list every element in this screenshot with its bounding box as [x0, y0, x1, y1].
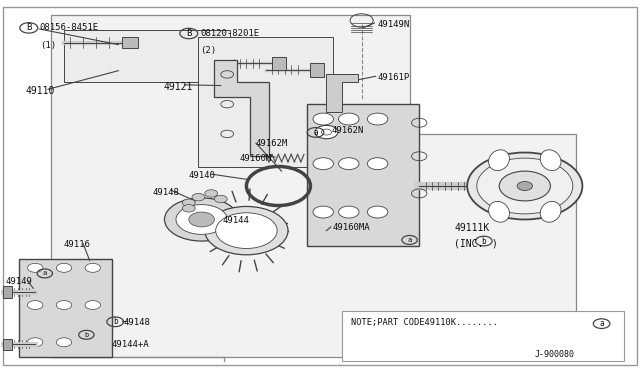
Ellipse shape: [164, 198, 239, 241]
Text: a: a: [43, 270, 47, 276]
Ellipse shape: [189, 212, 214, 227]
Text: (INC.: (INC.: [454, 238, 484, 248]
Text: 49111K: 49111K: [454, 223, 490, 233]
Ellipse shape: [28, 338, 43, 347]
Ellipse shape: [216, 213, 277, 248]
Ellipse shape: [85, 301, 100, 310]
Text: 49110: 49110: [26, 86, 55, 96]
Polygon shape: [51, 15, 576, 357]
Text: 49148: 49148: [152, 188, 179, 197]
Text: 49160M: 49160M: [240, 154, 272, 163]
Ellipse shape: [488, 201, 509, 222]
Text: 49140: 49140: [189, 171, 216, 180]
Ellipse shape: [540, 150, 561, 171]
Text: 49148: 49148: [124, 318, 150, 327]
Ellipse shape: [477, 158, 573, 214]
Text: a: a: [599, 319, 604, 328]
Ellipse shape: [467, 153, 582, 219]
FancyBboxPatch shape: [272, 57, 286, 70]
Text: 49121: 49121: [163, 82, 193, 92]
Text: 08120-8201E: 08120-8201E: [200, 29, 259, 38]
FancyBboxPatch shape: [307, 104, 419, 246]
Text: (1): (1): [40, 41, 56, 50]
Text: 49162M: 49162M: [256, 140, 288, 148]
Polygon shape: [198, 37, 333, 167]
Text: 49144+A: 49144+A: [112, 340, 150, 349]
Text: 49149: 49149: [5, 277, 32, 286]
Text: 49161P: 49161P: [378, 73, 410, 81]
Ellipse shape: [28, 301, 43, 310]
Ellipse shape: [499, 171, 550, 201]
FancyBboxPatch shape: [3, 286, 12, 298]
Text: 08156-8451E: 08156-8451E: [40, 23, 99, 32]
Ellipse shape: [367, 206, 388, 218]
Text: B: B: [186, 29, 191, 38]
Polygon shape: [64, 30, 230, 82]
Ellipse shape: [205, 206, 288, 255]
Ellipse shape: [540, 201, 561, 222]
Text: 49144: 49144: [223, 216, 250, 225]
Ellipse shape: [367, 158, 388, 170]
Ellipse shape: [182, 199, 195, 206]
Text: (2): (2): [200, 46, 216, 55]
Text: J-900080: J-900080: [534, 350, 575, 359]
FancyBboxPatch shape: [342, 311, 624, 361]
Ellipse shape: [315, 125, 338, 139]
Text: 49162N: 49162N: [332, 126, 364, 135]
Text: a: a: [408, 237, 412, 243]
FancyBboxPatch shape: [3, 339, 12, 350]
Text: b: b: [481, 237, 486, 246]
Ellipse shape: [176, 205, 227, 234]
FancyBboxPatch shape: [310, 63, 324, 77]
Ellipse shape: [517, 182, 532, 190]
Text: NOTE;PART CODE49110K........: NOTE;PART CODE49110K........: [351, 318, 498, 327]
Ellipse shape: [313, 113, 333, 125]
FancyBboxPatch shape: [3, 7, 637, 365]
Ellipse shape: [28, 263, 43, 272]
Ellipse shape: [313, 158, 333, 170]
Ellipse shape: [56, 263, 72, 272]
FancyBboxPatch shape: [19, 259, 112, 357]
Ellipse shape: [56, 301, 72, 310]
Text: a: a: [313, 128, 318, 137]
Ellipse shape: [339, 206, 359, 218]
Text: ): ): [492, 238, 497, 248]
Text: 49160MA: 49160MA: [333, 223, 371, 232]
Ellipse shape: [488, 150, 509, 171]
Polygon shape: [214, 60, 269, 156]
Polygon shape: [326, 74, 358, 112]
Text: B: B: [26, 23, 31, 32]
Ellipse shape: [339, 113, 359, 125]
Text: 49116: 49116: [64, 240, 91, 249]
Ellipse shape: [192, 193, 205, 201]
Text: b: b: [84, 332, 88, 338]
Ellipse shape: [56, 338, 72, 347]
Ellipse shape: [214, 195, 227, 203]
Ellipse shape: [85, 263, 100, 272]
Ellipse shape: [339, 158, 359, 170]
FancyBboxPatch shape: [122, 37, 138, 48]
Ellipse shape: [182, 205, 195, 212]
Ellipse shape: [205, 190, 218, 197]
Ellipse shape: [313, 206, 333, 218]
Text: 49149N: 49149N: [378, 20, 410, 29]
Text: b: b: [113, 317, 118, 326]
Ellipse shape: [367, 113, 388, 125]
